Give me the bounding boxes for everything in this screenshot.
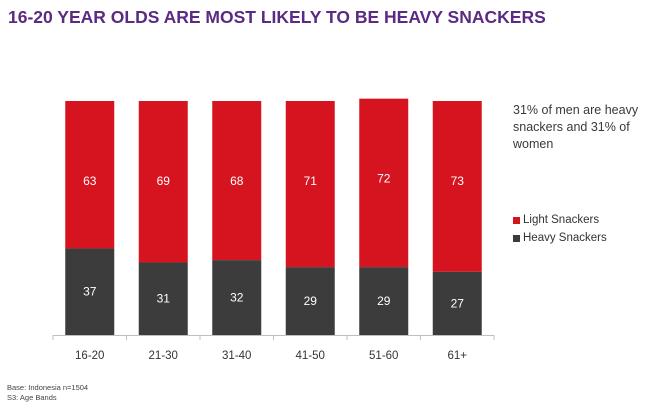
- bar-heavy-61+: [432, 271, 482, 335]
- data-label-heavy-21-30: 31: [157, 292, 171, 306]
- question-note: S3: Age Bands: [7, 392, 57, 402]
- bar-heavy-21-30: [138, 262, 188, 335]
- annotation-note: 31% of men are heavy snackers and 31% of…: [513, 103, 639, 151]
- x-tick-label-61+: 61+: [447, 350, 467, 362]
- legend-swatch-light: [513, 216, 520, 224]
- bar-heavy-31-40: [212, 260, 262, 335]
- legend-swatch-heavy: [513, 234, 520, 242]
- bar-light-31-40: [212, 101, 262, 261]
- legend-item-light: Light Snackers: [513, 211, 607, 229]
- legend-label-light: Light Snackers: [523, 214, 600, 226]
- legend-label-heavy: Heavy Snackers: [523, 232, 607, 244]
- bar-light-21-30: [138, 101, 188, 263]
- x-tick-label-51-60: 51-60: [369, 350, 398, 362]
- data-label-heavy-31-40: 32: [230, 291, 244, 305]
- data-label-light-31-40: 68: [230, 174, 244, 188]
- bar-light-61+: [432, 101, 482, 272]
- x-tick-label-21-30: 21-30: [149, 350, 178, 362]
- legend-item-heavy: Heavy Snackers: [513, 229, 607, 247]
- data-label-heavy-51-60: 29: [377, 294, 391, 308]
- data-label-light-61+: 73: [451, 174, 465, 188]
- bar-heavy-51-60: [359, 267, 409, 335]
- data-label-light-41-50: 71: [304, 174, 318, 188]
- data-label-heavy-41-50: 29: [304, 294, 318, 308]
- x-tick-label-16-20: 16-20: [75, 350, 104, 362]
- base-note: Base: Indonesia n=1504: [7, 383, 89, 392]
- x-tick-label-31-40: 31-40: [222, 350, 251, 362]
- bar-heavy-16-20: [65, 248, 115, 335]
- data-label-light-21-30: 69: [157, 174, 171, 188]
- bar-light-41-50: [285, 101, 335, 268]
- bar-light-51-60: [359, 98, 409, 268]
- chart-title: 16-20 YEAR OLDS ARE MOST LIKELY TO BE HE…: [8, 7, 546, 27]
- data-label-light-51-60: 72: [377, 172, 391, 186]
- bar-heavy-41-50: [285, 267, 335, 335]
- bar-light-16-20: [65, 101, 115, 249]
- legend: Light Snackers Heavy Snackers: [513, 211, 607, 247]
- data-label-heavy-16-20: 37: [83, 285, 97, 299]
- data-label-light-16-20: 63: [83, 174, 97, 188]
- footer: Base: Indonesia n=1504 S3: Age Bands: [7, 383, 88, 403]
- data-label-heavy-61+: 27: [451, 296, 465, 310]
- x-tick-label-41-50: 41-50: [296, 350, 325, 362]
